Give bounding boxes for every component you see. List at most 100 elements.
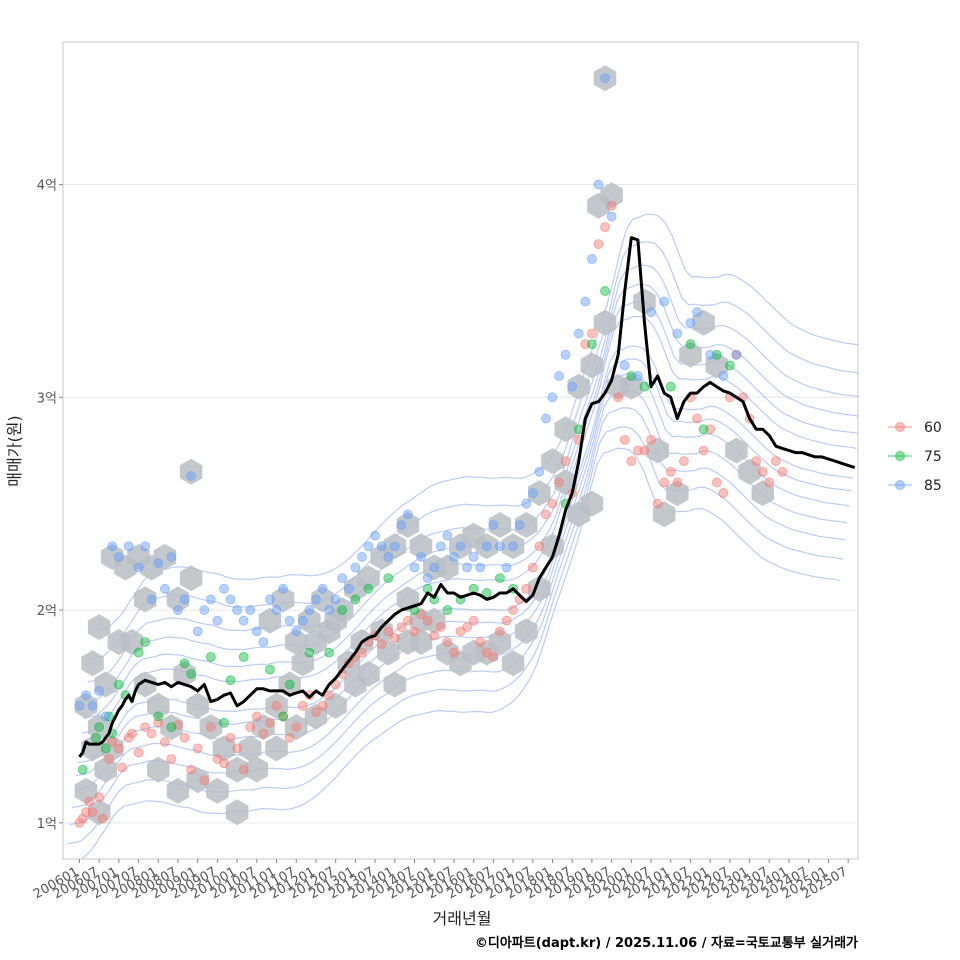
hexbin-cell (265, 735, 288, 762)
point-75 (442, 605, 453, 615)
hexbin-cell (488, 512, 512, 538)
point-60 (84, 796, 95, 807)
point-60 (271, 700, 282, 711)
point-85 (514, 520, 525, 530)
point-75 (383, 573, 394, 584)
density-contour-line (81, 447, 841, 859)
point-85 (547, 392, 558, 403)
point-85 (429, 562, 440, 573)
hexbin-cell (396, 512, 420, 538)
point-60 (403, 615, 413, 626)
point-60 (219, 758, 229, 769)
point-85 (573, 328, 584, 339)
hexbin-cell (245, 756, 269, 783)
point-60 (475, 637, 486, 647)
point-60 (692, 413, 702, 424)
point-60 (764, 477, 775, 488)
hexbin-cell (475, 533, 498, 560)
point-60 (646, 434, 656, 445)
point-85 (619, 360, 630, 371)
hexbin-cell (501, 650, 525, 677)
hexbin-cell (600, 182, 623, 209)
point-60 (166, 754, 177, 764)
legend-label-60: 60 (924, 420, 942, 436)
point-85 (580, 296, 591, 307)
point-85 (238, 615, 249, 626)
point-85 (422, 573, 433, 584)
hexbin-cell (567, 373, 590, 400)
point-60 (429, 630, 440, 641)
point-75 (225, 675, 236, 686)
hexbin-cell (528, 480, 551, 507)
point-60 (104, 754, 114, 764)
point-60 (495, 626, 505, 637)
y-tick-label: 2억 (37, 604, 57, 619)
point-75 (140, 637, 151, 647)
point-60 (205, 722, 216, 732)
point-60 (311, 707, 321, 718)
point-75 (324, 647, 334, 658)
point-60 (199, 775, 210, 786)
point-85 (100, 711, 111, 722)
point-60 (665, 466, 676, 477)
point-85 (258, 637, 269, 647)
point-85 (330, 594, 341, 605)
point-60 (225, 732, 236, 743)
point-60 (376, 639, 387, 650)
point-85 (672, 328, 683, 339)
point-75 (179, 658, 190, 669)
point-85 (567, 381, 578, 392)
point-85 (501, 562, 512, 573)
hexbin-cell (580, 352, 604, 379)
point-60 (639, 445, 650, 456)
point-85 (718, 371, 729, 381)
point-60 (324, 690, 334, 701)
point-60 (297, 700, 308, 711)
point-85 (357, 551, 367, 562)
point-60 (409, 626, 420, 637)
point-85 (324, 605, 334, 615)
point-75 (284, 679, 295, 690)
point-75 (94, 722, 105, 732)
point-60 (488, 651, 499, 662)
point-60 (462, 622, 472, 632)
point-60 (238, 764, 249, 775)
point-60 (232, 743, 243, 754)
point-75 (639, 381, 650, 392)
point-75 (77, 764, 88, 775)
hexbin-cell (173, 660, 196, 687)
point-60 (541, 509, 551, 520)
point-85 (219, 583, 229, 594)
hexbin-cell (514, 618, 538, 645)
point-85 (317, 583, 328, 594)
point-85 (488, 520, 499, 530)
point-60 (777, 466, 788, 477)
point-85 (363, 541, 374, 552)
point-85 (396, 520, 407, 530)
hexbin-cell (81, 650, 104, 677)
point-85 (94, 686, 105, 696)
point-85 (449, 551, 459, 562)
trend-layer (78, 236, 856, 758)
point-85 (179, 594, 190, 605)
point-85 (343, 583, 354, 594)
point-60 (435, 622, 446, 632)
legend-label-75: 75 (924, 449, 942, 465)
legend: 60 75 85 (888, 420, 942, 494)
point-85 (350, 562, 361, 573)
point-60 (304, 690, 315, 701)
point-60 (711, 477, 722, 488)
point-85 (278, 583, 289, 594)
point-85 (251, 626, 262, 637)
point-85 (337, 573, 348, 584)
point-85 (107, 541, 118, 552)
point-85 (632, 371, 643, 381)
point-85 (284, 615, 295, 626)
point-60 (133, 747, 144, 758)
point-85 (495, 541, 505, 552)
hexbin-cell (179, 565, 203, 592)
point-85 (659, 296, 670, 307)
point-85 (508, 541, 518, 552)
point-85 (225, 594, 236, 605)
hexbin-cell (87, 799, 111, 826)
